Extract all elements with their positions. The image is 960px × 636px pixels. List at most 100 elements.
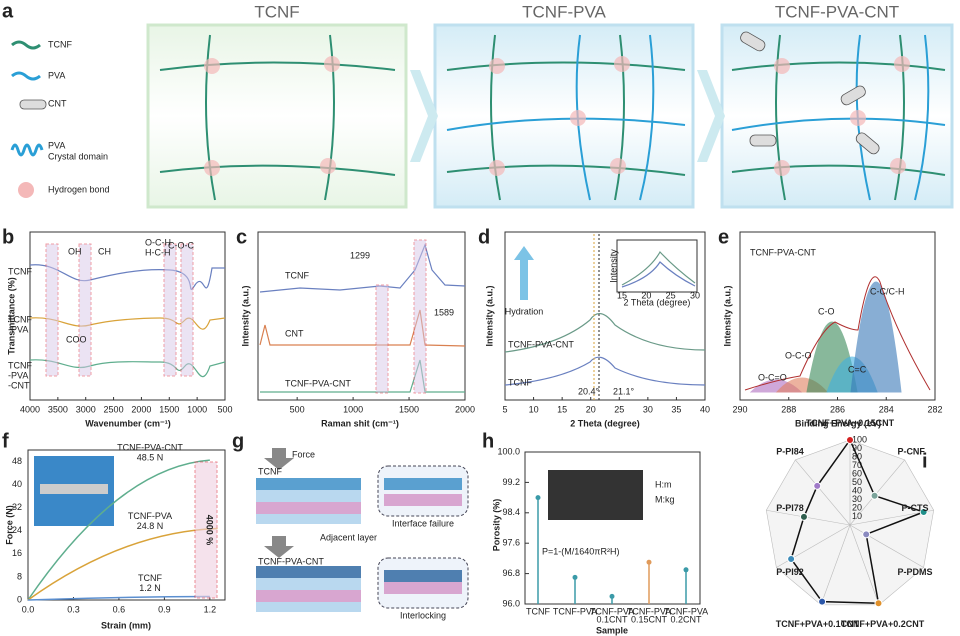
curve [504,356,706,386]
x-tick-label: 25 [666,290,676,300]
legend-entry: PVA [48,70,65,80]
x-tick-label: 290 [732,404,747,414]
lollipop [535,495,541,501]
x-tick-label: 30 [643,404,653,414]
label: CNT [285,328,304,338]
label: TCNF-PVA-CNT [117,442,183,452]
highlight [413,239,427,394]
panel-title: TCNF-PVA-CNT [750,247,816,257]
x-axis-label: Strain (mm) [101,620,151,630]
y-tick-label: 24 [12,525,22,535]
x-tick-label: TCNF-PVA [627,606,671,616]
label: TCNF-PVA-CNT [508,339,574,349]
y-tick-label: 0 [17,594,22,604]
label: C-O [818,306,835,316]
highlight [78,243,92,377]
x-tick-label: 1500 [159,404,179,414]
x-tick-label: 15 [557,404,567,414]
x-tick-label: 5 [502,404,507,414]
label: COO [66,334,87,344]
radar-area [790,438,926,605]
x-tick-label: 0.1CNT [596,614,628,624]
y-axis-label: Intensity (a.u.) [484,285,494,346]
x-tick-label: 35 [671,404,681,414]
label: 1589 [434,307,454,317]
label: TCNF-PVA [128,511,172,521]
label: 20.4° [578,386,600,396]
x-tick-label: 2000 [455,404,475,414]
panel-label: f [2,430,9,452]
radar-spoke [849,459,905,526]
plot-frame [504,231,706,401]
radar-point [787,555,796,563]
axis-label: P-PI84 [776,446,804,456]
x-tick-label: 0.9 [158,604,171,614]
plot-frame [29,231,226,401]
label: Interlocking [400,610,446,620]
panel-label: a [2,0,14,22]
y-tick-label: 32 [12,502,22,512]
x-tick-label: 1.2 [204,604,217,614]
x-axis-label: Binding Energy (eV) [795,418,881,428]
x-tick-label: 0.15CNT [631,614,668,624]
label: TCNF [8,360,32,370]
plot-frame [257,231,466,401]
y-tick-label: 40 [12,479,22,489]
x-tick-label: 3000 [76,404,96,414]
highlight [180,243,194,377]
curve [29,359,226,378]
force-curve [27,459,210,601]
label: O-C-H [145,237,171,247]
radar-point [874,599,883,608]
x-tick-label: 286 [830,404,845,414]
x-tick-label: 0.6 [113,604,126,614]
r-tick-label: 40 [852,485,862,495]
label: TCNF-PVA-CNT [285,378,351,388]
y-tick-label: 96.8 [502,568,520,578]
axis-label: TCNF+PVA+0.15CNT [806,418,895,428]
label: C=C [848,364,867,374]
label: TCNF [258,466,282,476]
inset-frame [616,239,698,293]
panel-g-art [256,448,469,612]
label: Adjacent layer [320,532,377,542]
label: TCNF [285,270,309,280]
label: -PVA [8,370,28,380]
curve [744,276,931,391]
x-tick-label: 40 [700,404,710,414]
lollipop [683,567,689,573]
axis-label: P-CNF [897,446,925,456]
label: Hydration [505,306,544,316]
y-axis-label: Force (N) [4,505,14,545]
x-tick-label: TCNF-PVA [664,606,708,616]
y-tick-label: 48 [12,456,22,466]
radar-point [846,436,854,444]
r-tick-label: 50 [852,477,862,487]
panel-label: c [236,226,247,248]
x-tick-label: 20 [586,404,596,414]
arrow [514,246,534,300]
x-tick-label: 1000 [187,404,207,414]
curve [504,313,706,353]
highlight [163,243,177,377]
label: C-O-C [168,240,194,250]
panel-label: b [2,226,14,248]
label: C-C/C-H [870,286,905,296]
panel-label: g [232,430,244,452]
y-tick-label: 96.0 [502,598,520,608]
label: Force [292,449,315,459]
label: TCNF [8,266,32,276]
force-curve [27,527,218,601]
lollipop [572,574,578,580]
radar-point [818,597,827,606]
lollipop [609,593,615,599]
x-tick-label: 0.2CNT [670,614,702,624]
radar-point [813,481,822,490]
x-tick-label: 15 [617,290,627,300]
x-tick-label: 2000 [131,404,151,414]
x-tick-label: 284 [879,404,894,414]
curve [621,250,696,286]
x-tick-label: 500 [217,404,232,414]
radar-spoke [820,524,851,605]
